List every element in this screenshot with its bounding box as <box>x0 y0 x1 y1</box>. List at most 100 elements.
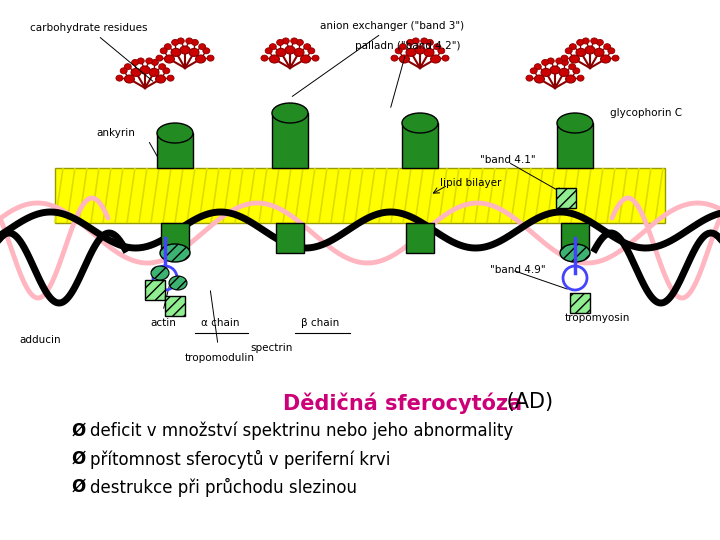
Bar <box>406 223 434 253</box>
Text: tropomyosin: tropomyosin <box>565 313 631 323</box>
Ellipse shape <box>400 55 410 63</box>
Ellipse shape <box>269 44 276 50</box>
Bar <box>557 123 593 168</box>
Ellipse shape <box>534 75 544 83</box>
Ellipse shape <box>192 39 199 45</box>
Text: přítomnost sferocytů v periferní krvi: přítomnost sferocytů v periferní krvi <box>90 450 390 469</box>
Ellipse shape <box>577 39 584 45</box>
Bar <box>561 223 589 253</box>
Ellipse shape <box>559 69 569 77</box>
Ellipse shape <box>585 46 595 54</box>
Ellipse shape <box>541 59 549 65</box>
Text: Ø: Ø <box>72 450 86 468</box>
Bar <box>157 133 193 168</box>
Ellipse shape <box>131 69 141 77</box>
Ellipse shape <box>603 44 611 50</box>
Ellipse shape <box>576 49 586 56</box>
Text: anion exchanger ("band 3"): anion exchanger ("band 3") <box>292 21 464 97</box>
Ellipse shape <box>420 38 428 44</box>
Ellipse shape <box>582 38 589 44</box>
Ellipse shape <box>116 75 123 81</box>
Ellipse shape <box>407 39 413 45</box>
Ellipse shape <box>402 113 438 133</box>
Ellipse shape <box>164 44 171 50</box>
Ellipse shape <box>160 244 190 262</box>
Ellipse shape <box>530 68 537 74</box>
Ellipse shape <box>415 46 425 54</box>
Ellipse shape <box>433 44 441 50</box>
Text: lipid bilayer: lipid bilayer <box>440 178 501 188</box>
Ellipse shape <box>541 69 551 77</box>
Ellipse shape <box>294 49 304 56</box>
Ellipse shape <box>125 64 131 70</box>
Text: adducin: adducin <box>19 335 60 345</box>
Ellipse shape <box>261 55 268 61</box>
Text: β chain: β chain <box>301 318 339 328</box>
Ellipse shape <box>160 48 167 54</box>
Ellipse shape <box>149 69 159 77</box>
Ellipse shape <box>196 55 206 63</box>
Ellipse shape <box>413 38 419 44</box>
Ellipse shape <box>269 55 279 63</box>
Ellipse shape <box>132 59 139 65</box>
Ellipse shape <box>151 266 169 280</box>
Bar <box>145 280 165 300</box>
Ellipse shape <box>282 38 289 44</box>
Ellipse shape <box>163 68 170 74</box>
Text: "band 4.9": "band 4.9" <box>490 265 546 275</box>
Ellipse shape <box>272 103 308 123</box>
Ellipse shape <box>297 39 303 45</box>
Ellipse shape <box>291 38 298 44</box>
Ellipse shape <box>276 49 286 56</box>
Ellipse shape <box>140 66 150 74</box>
Ellipse shape <box>438 48 445 54</box>
Bar <box>55 168 665 223</box>
Ellipse shape <box>158 64 166 70</box>
Ellipse shape <box>276 39 284 45</box>
Ellipse shape <box>167 75 174 81</box>
Ellipse shape <box>596 39 603 45</box>
Ellipse shape <box>557 113 593 133</box>
Ellipse shape <box>547 58 554 64</box>
Ellipse shape <box>189 49 199 56</box>
Ellipse shape <box>590 38 598 44</box>
Ellipse shape <box>391 55 398 61</box>
Ellipse shape <box>556 58 563 64</box>
Text: α chain: α chain <box>201 318 239 328</box>
Ellipse shape <box>312 55 319 61</box>
Bar <box>402 123 438 168</box>
Ellipse shape <box>526 75 533 81</box>
Bar <box>272 113 308 168</box>
Text: "band 4.1": "band 4.1" <box>480 155 536 165</box>
Ellipse shape <box>570 55 580 63</box>
Ellipse shape <box>186 38 193 44</box>
Text: tropomodulin: tropomodulin <box>185 353 255 363</box>
Text: palladn ("band 4.2"): palladn ("band 4.2") <box>355 41 461 107</box>
Ellipse shape <box>426 39 433 45</box>
Ellipse shape <box>120 68 127 74</box>
Ellipse shape <box>145 58 153 64</box>
Ellipse shape <box>577 75 584 81</box>
Text: (AD): (AD) <box>500 392 553 412</box>
Ellipse shape <box>612 55 619 61</box>
Ellipse shape <box>570 44 576 50</box>
Bar <box>556 188 576 208</box>
Ellipse shape <box>138 58 144 64</box>
Ellipse shape <box>400 44 406 50</box>
Ellipse shape <box>169 276 187 290</box>
Ellipse shape <box>308 48 315 54</box>
Text: glycophorin C: glycophorin C <box>610 108 682 118</box>
Ellipse shape <box>594 49 604 56</box>
Ellipse shape <box>157 123 193 143</box>
Ellipse shape <box>560 244 590 262</box>
Ellipse shape <box>285 46 295 54</box>
Text: ankyrin: ankyrin <box>96 128 135 138</box>
Ellipse shape <box>151 59 158 65</box>
Ellipse shape <box>164 55 174 63</box>
Ellipse shape <box>569 64 576 70</box>
Ellipse shape <box>550 66 560 74</box>
Bar <box>165 296 185 316</box>
Bar <box>570 293 590 313</box>
Ellipse shape <box>600 55 611 63</box>
Bar <box>276 223 304 253</box>
